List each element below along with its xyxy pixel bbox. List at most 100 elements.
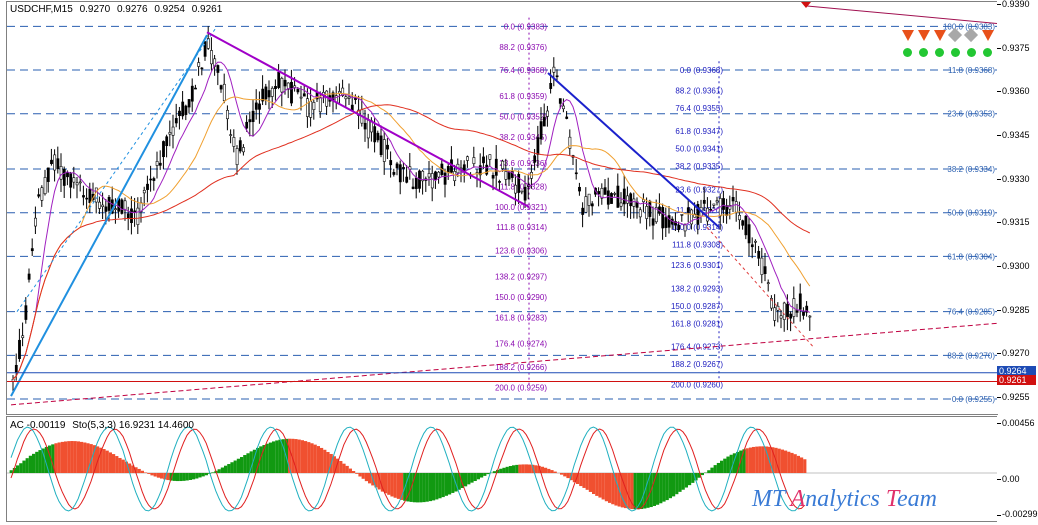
ac-histogram-bar: [80, 441, 84, 473]
candle-body: [24, 305, 28, 320]
candle-body: [731, 197, 735, 202]
alert-marker-icon: [801, 2, 811, 8]
candle-body: [590, 203, 594, 207]
open-value: 0.9270: [79, 4, 111, 15]
left-fib-label: 11.8 (0.9328): [500, 182, 547, 191]
candle-body: [466, 156, 469, 161]
left-fib-label: 88.2 (0.9376): [499, 43, 547, 52]
candle-body: [763, 266, 767, 274]
mid-fib-label: 23.6 (0.9327): [675, 185, 723, 194]
candle-body: [85, 197, 89, 200]
right-fib-label: 23.6 (0.9353): [947, 110, 995, 119]
candle-body: [414, 177, 418, 189]
watermark-letter: n: [805, 486, 818, 512]
ac-histogram-bar: [192, 473, 196, 480]
candle-body: [53, 154, 57, 171]
ac-histogram-bar: [665, 473, 669, 501]
watermark-logo: MT Analytics Team: [752, 486, 937, 513]
price-axis-label: 0.9300: [1002, 261, 1030, 271]
ma-medium-line: [12, 93, 811, 380]
projection-line: [706, 226, 814, 347]
candle-body: [616, 185, 620, 208]
ac-histogram-bar: [348, 468, 352, 473]
candle-body: [478, 165, 482, 176]
oscillator-canvas[interactable]: [7, 417, 997, 521]
mid-fib-label: 100.0 (0.9314): [671, 223, 723, 232]
mid-fib-label: 138.2 (0.9293): [671, 284, 723, 293]
candle-body: [747, 224, 751, 244]
price-chart-canvas[interactable]: 0.0 (0.9383) 88.2 (0.9376) 76.4 (0.9368) 61…: [7, 2, 997, 414]
candle-body: [536, 137, 540, 155]
ac-histogram-bar: [771, 447, 775, 473]
ac-histogram-bar: [627, 473, 631, 509]
ac-histogram-bar: [44, 446, 48, 473]
ac-histogram-bar: [400, 473, 404, 500]
candle-body: [14, 364, 18, 373]
ac-histogram-bar: [387, 473, 391, 495]
candle-body: [216, 65, 220, 73]
stochastic-main-line: [10, 426, 806, 512]
ac-histogram-bar: [752, 446, 756, 473]
ac-histogram-bar: [9, 470, 13, 473]
candle-body: [258, 103, 261, 110]
ac-histogram-bar: [153, 473, 157, 477]
price-tick: [997, 91, 1001, 93]
candle-body: [504, 171, 508, 180]
ac-histogram-bar: [585, 473, 589, 490]
right-fib-label: 61.8 (0.9304): [947, 252, 995, 261]
ac-histogram-bar: [73, 441, 77, 473]
candle-body: [578, 186, 581, 192]
candle-body: [808, 315, 812, 318]
ac-histogram-bar: [742, 449, 746, 473]
mid-fib-label: 50.0 (0.9341): [675, 145, 723, 154]
ac-histogram-bar: [412, 473, 416, 503]
ac-histogram-bar: [457, 473, 461, 490]
price-axis[interactable]: 0.9264 0.9261 0.9390 0.9375 0.9360 0.9345 0.…: [997, 0, 1038, 414]
left-fib-label: 176.4 (0.9274): [495, 340, 547, 349]
ac-histogram-bar: [361, 473, 365, 479]
ac-histogram-bar: [124, 461, 128, 473]
bid-price-badge: 0.9264: [997, 365, 1036, 376]
ac-histogram-bar: [416, 473, 420, 503]
ac-histogram-bar: [464, 473, 468, 487]
ac-histogram-bar: [60, 441, 64, 473]
ac-histogram-bar: [406, 473, 410, 502]
ac-histogram-bar: [553, 471, 557, 473]
oscillator-pane[interactable]: [6, 416, 998, 522]
mid-fib-label: 38.2 (0.9335): [675, 162, 723, 171]
ac-histogram-bar: [662, 473, 666, 502]
candle-body: [453, 171, 457, 182]
ac-histogram-bar: [380, 473, 384, 492]
watermark-letter: i: [853, 486, 860, 512]
symbol-label: USDCHF,M15: [10, 4, 73, 15]
candle-body: [379, 135, 383, 155]
ac-histogram-bar: [608, 473, 612, 503]
candle-body: [341, 87, 345, 97]
trendline-up: [10, 34, 208, 397]
price-chart-pane[interactable]: 0.0 (0.9383) 88.2 (0.9376) 76.4 (0.9368) 61…: [6, 1, 998, 415]
trendline-down-blue: [547, 72, 720, 228]
candle-body: [805, 305, 809, 313]
indicator-axis[interactable]: 0.00456 0.00 -0.00299: [997, 415, 1038, 525]
ac-histogram-bar: [195, 473, 199, 479]
candle-body: [517, 173, 521, 193]
candle-body: [574, 172, 578, 175]
candle-body: [437, 171, 441, 178]
left-fib-label: 138.2 (0.9297): [495, 273, 547, 282]
ac-histogram-bar: [768, 446, 772, 473]
left-fib-label: 0.0 (0.9383): [504, 22, 547, 31]
candle-body: [539, 121, 543, 140]
ac-histogram-bar: [396, 473, 400, 499]
candle-body: [69, 173, 73, 188]
ac-histogram-bar: [172, 473, 176, 481]
indicator-axis-zero: 0.00: [1002, 474, 1020, 484]
candle-body: [382, 139, 386, 162]
candle-body: [402, 167, 405, 169]
candle-body: [802, 311, 805, 316]
candle-body: [709, 208, 713, 211]
ac-histogram-bar: [451, 473, 455, 493]
candle-body: [146, 183, 149, 190]
mid-fib-label: 123.6 (0.9301): [671, 261, 723, 270]
ac-histogram-bar: [688, 473, 692, 486]
